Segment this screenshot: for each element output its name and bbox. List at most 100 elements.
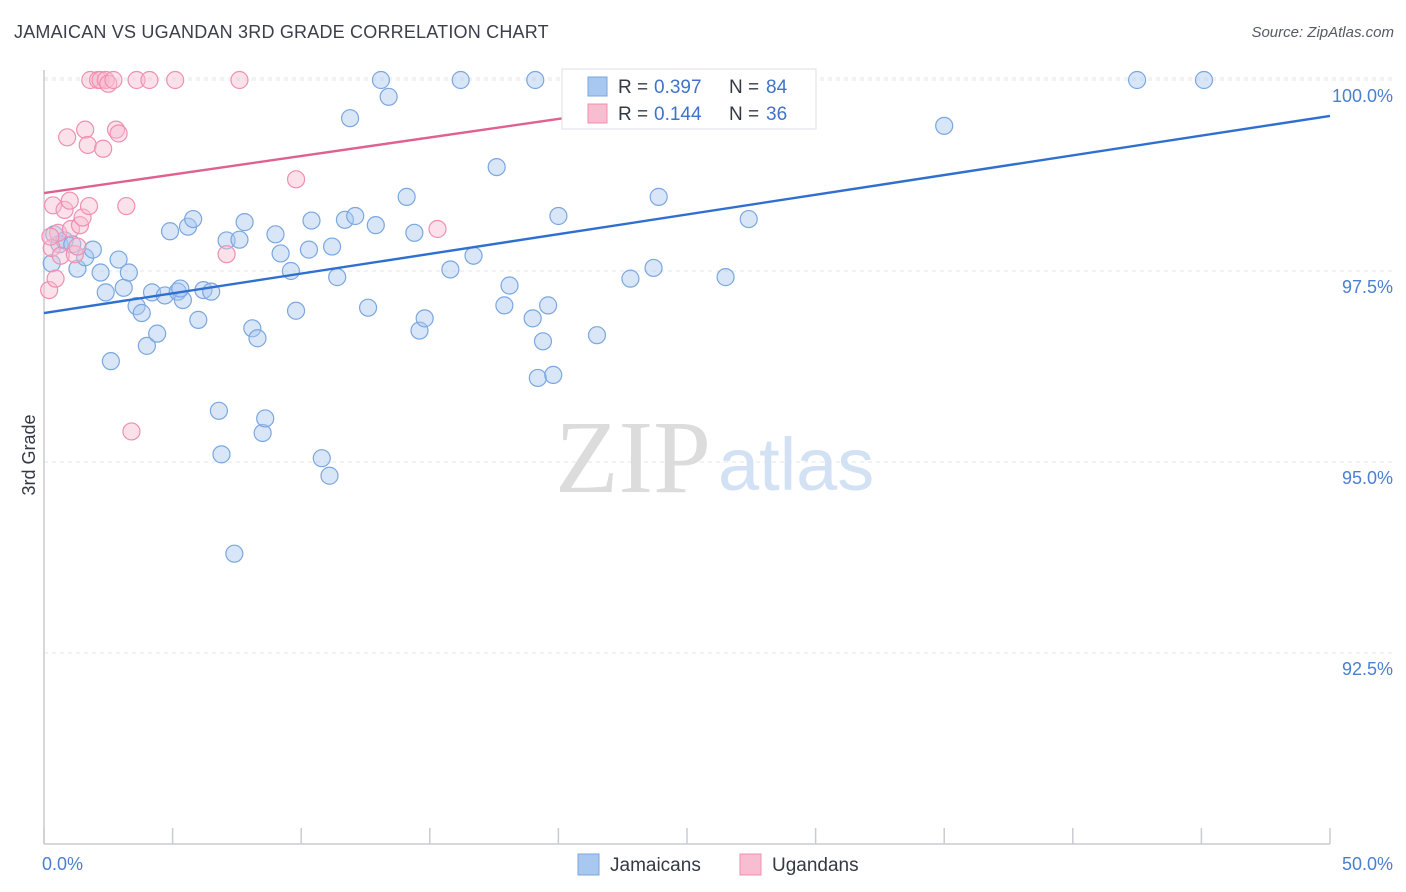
ugandans-point-2 — [43, 196, 63, 215]
jamaicans-point-75 — [649, 187, 668, 206]
ugandans-point-33 — [286, 170, 306, 189]
jamaicans-point-71 — [549, 206, 568, 226]
x-tick-label-1: 50.0% — [1342, 854, 1393, 874]
jamaicans-point-77 — [716, 268, 735, 287]
ugandans-point-8 — [60, 191, 79, 210]
jamaicans-point-16 — [137, 336, 156, 355]
stats-r-label-ugandans: R = — [618, 104, 648, 125]
jamaicans-point-50 — [346, 206, 365, 226]
ugandans-point-31 — [217, 245, 236, 264]
ugandans-point-9 — [61, 219, 81, 239]
jamaicans-point-18 — [148, 324, 167, 343]
ugandans-point-14 — [76, 120, 95, 139]
ugandans-point-0 — [40, 281, 59, 300]
jamaicans-point-62 — [487, 157, 506, 177]
legend-swatch-jamaicans — [577, 853, 600, 876]
stats-n-label-ugandans: N = — [729, 104, 759, 125]
jamaicans-point-41 — [286, 301, 306, 320]
jamaicans-point-83 — [171, 279, 190, 298]
jamaicans-point-30 — [217, 231, 236, 250]
legend-label-ugandans: Ugandans — [772, 855, 859, 876]
watermark-atlas: atlas — [718, 423, 874, 506]
jamaicans-point-43 — [302, 211, 321, 230]
jamaicans-point-72 — [587, 326, 607, 345]
jamaicans-point-59 — [441, 260, 460, 279]
ugandans-point-25 — [109, 124, 128, 143]
jamaicans-point-39 — [271, 244, 290, 263]
stats-r-value-jamaicans: 0.397 — [654, 77, 702, 98]
jamaicans-point-36 — [253, 423, 272, 443]
jamaicans-point-51 — [358, 298, 378, 317]
watermark: ZIP atlas — [555, 400, 874, 515]
ugandans-point-5 — [51, 246, 70, 265]
jamaicans-point-37 — [256, 409, 275, 428]
stats-n-value-ugandans: 36 — [766, 104, 787, 125]
jamaicans-point-70 — [544, 365, 563, 385]
jamaicans-point-58 — [415, 309, 434, 328]
watermark-zip: ZIP — [555, 400, 711, 515]
jamaicans-point-54 — [379, 87, 398, 106]
jamaicans-point-67 — [528, 368, 547, 388]
jamaicans-point-63 — [495, 296, 514, 315]
ugandans-point-17 — [81, 70, 100, 90]
jamaicans-point-35 — [248, 329, 267, 348]
jamaicans-point-55 — [397, 187, 416, 206]
jamaicans-point-49 — [340, 109, 360, 128]
y-tick-label-0: 100.0% — [1332, 86, 1393, 106]
y-tick-label-2: 95.0% — [1342, 468, 1393, 488]
ugandans-point-20 — [94, 139, 113, 158]
jamaicans-point-10 — [101, 352, 120, 371]
jamaicans-point-15 — [132, 303, 151, 323]
x-tick-labels: 0.0% 50.0% — [42, 854, 1393, 874]
jamaicans-point-28 — [209, 401, 228, 420]
series-ugandans — [40, 70, 447, 441]
legend-label-jamaicans: Jamaicans — [610, 855, 701, 876]
stats-swatch-ugandans — [587, 103, 608, 124]
ugandans-point-15 — [78, 135, 97, 155]
jamaicans-point-9 — [96, 283, 115, 302]
jamaicans-point-65 — [526, 70, 545, 90]
jamaicans-point-20 — [160, 222, 180, 241]
stats-n-label-jamaicans: N = — [729, 77, 759, 98]
series-legend: Jamaicans Ugandans — [577, 853, 859, 876]
jamaicans-point-12 — [114, 278, 133, 297]
ugandans-point-30 — [166, 70, 185, 90]
ugandans-point-13 — [73, 208, 92, 227]
ugandans-point-27 — [122, 422, 141, 441]
jamaicans-point-29 — [212, 445, 231, 464]
jamaicans-point-46 — [322, 237, 342, 256]
points-layer — [40, 70, 1214, 563]
jamaicans-point-32 — [230, 230, 249, 249]
stats-legend: R = 0.397 N = 84 R = 0.144 N = 36 — [561, 68, 817, 130]
source-label: Source: ZipAtlas.com — [1251, 24, 1394, 41]
ugandans-point-28 — [127, 70, 146, 90]
stats-n-value-jamaicans: 84 — [766, 77, 788, 98]
jamaicans-point-48 — [335, 210, 355, 229]
ugandans-point-16 — [79, 196, 99, 216]
ugandans-point-11 — [68, 237, 87, 256]
jamaicans-point-25 — [189, 310, 208, 329]
y-tick-label-1: 97.5% — [1342, 277, 1393, 297]
jamaicans-point-44 — [312, 449, 331, 468]
jamaicans-point-61 — [464, 246, 483, 265]
y-axis-title: 3rd Grade — [19, 414, 39, 495]
ugandans-point-35 — [41, 227, 60, 246]
jamaicans-point-80 — [935, 116, 954, 135]
jamaicans-point-24 — [184, 209, 203, 229]
ugandans-point-23 — [104, 70, 123, 90]
jamaicans-point-68 — [533, 332, 553, 351]
ugandans-point-32 — [230, 70, 249, 90]
jamaicans-point-66 — [523, 309, 542, 328]
jamaicans-point-53 — [371, 70, 391, 90]
ugandans-point-26 — [117, 196, 136, 216]
y-tick-label-3: 92.5% — [1342, 659, 1393, 679]
jamaicans-point-60 — [451, 70, 470, 90]
ugandans-point-7 — [58, 128, 77, 147]
jamaicans-point-33 — [235, 213, 254, 232]
jamaicans-point-47 — [328, 268, 347, 287]
ugandans-point-6 — [55, 200, 74, 219]
jamaicans-point-82 — [1194, 70, 1214, 90]
jamaicans-point-8 — [91, 263, 110, 282]
jamaicans-point-74 — [644, 258, 663, 278]
